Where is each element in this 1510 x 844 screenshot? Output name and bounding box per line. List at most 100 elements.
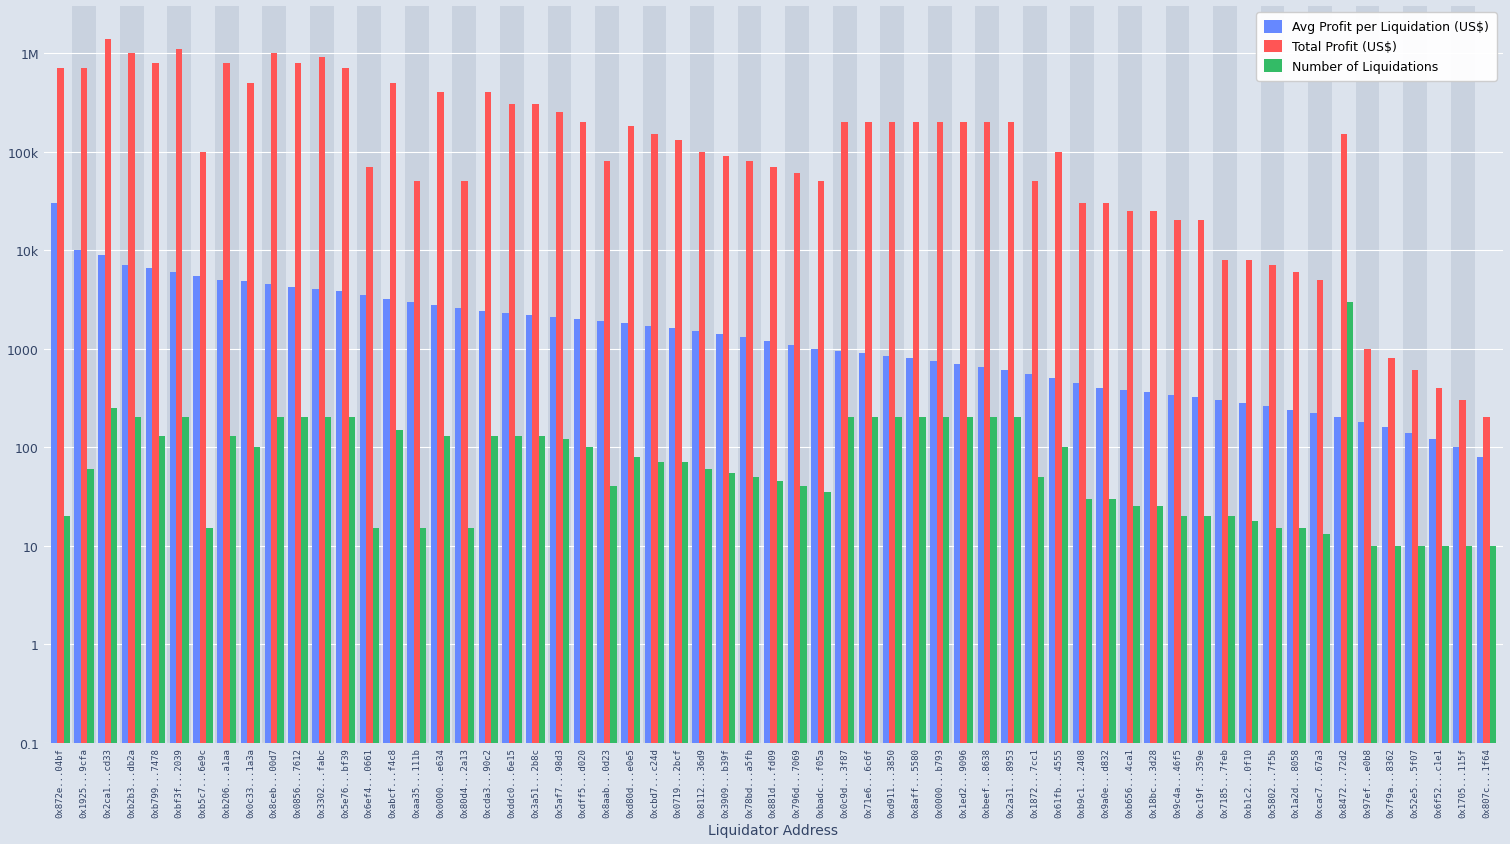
Bar: [643, 7, 666, 743]
Bar: [143, 7, 168, 743]
Bar: [716, 335, 723, 844]
Bar: [723, 157, 729, 844]
Bar: [359, 295, 365, 844]
Bar: [1007, 122, 1015, 844]
Bar: [1287, 410, 1293, 844]
Bar: [610, 487, 616, 844]
Bar: [1357, 423, 1365, 844]
Bar: [88, 469, 94, 844]
Bar: [880, 7, 904, 743]
Bar: [254, 447, 260, 844]
Bar: [834, 7, 856, 743]
Bar: [485, 93, 491, 844]
Bar: [533, 106, 539, 844]
Bar: [865, 122, 871, 844]
Bar: [556, 113, 563, 844]
Bar: [515, 436, 521, 844]
Bar: [119, 7, 143, 743]
Bar: [699, 152, 705, 844]
Bar: [1406, 433, 1412, 844]
Bar: [122, 266, 128, 844]
Bar: [313, 290, 319, 844]
Bar: [1436, 388, 1442, 844]
Bar: [889, 122, 895, 844]
Bar: [1001, 371, 1007, 844]
Bar: [217, 280, 223, 844]
Bar: [1062, 447, 1068, 844]
Bar: [841, 122, 849, 844]
Bar: [414, 182, 420, 844]
Bar: [1246, 260, 1252, 844]
Bar: [1341, 135, 1347, 844]
Bar: [334, 7, 358, 743]
Bar: [1240, 403, 1246, 844]
Bar: [991, 418, 997, 844]
Bar: [1157, 507, 1163, 844]
Bar: [524, 7, 548, 743]
Bar: [1055, 152, 1062, 844]
Bar: [1483, 418, 1490, 844]
Bar: [1335, 418, 1341, 844]
Bar: [1477, 457, 1483, 844]
Bar: [849, 418, 855, 844]
Bar: [1430, 440, 1436, 844]
Bar: [384, 300, 390, 844]
Bar: [912, 122, 920, 844]
Bar: [476, 7, 500, 743]
Bar: [1031, 182, 1037, 844]
Bar: [169, 273, 177, 844]
Bar: [1046, 7, 1071, 743]
Bar: [1110, 499, 1116, 844]
Bar: [729, 473, 735, 844]
Bar: [335, 292, 343, 844]
Bar: [906, 359, 912, 844]
Bar: [343, 69, 349, 844]
Bar: [1380, 7, 1403, 743]
Bar: [1015, 418, 1021, 844]
Bar: [580, 122, 586, 844]
Bar: [1475, 7, 1498, 743]
Bar: [1388, 359, 1395, 844]
Bar: [1166, 7, 1190, 743]
Bar: [325, 418, 331, 844]
Bar: [1412, 371, 1418, 844]
Bar: [794, 174, 800, 844]
Bar: [586, 447, 593, 844]
Bar: [835, 351, 841, 844]
Bar: [503, 314, 509, 844]
Bar: [1080, 203, 1086, 844]
Bar: [1356, 7, 1380, 743]
Bar: [319, 58, 325, 844]
Bar: [1276, 528, 1282, 844]
Bar: [264, 285, 270, 844]
Bar: [1451, 7, 1475, 743]
Bar: [1190, 7, 1213, 743]
Bar: [270, 54, 278, 844]
Bar: [776, 482, 784, 844]
Bar: [604, 162, 610, 844]
Bar: [1095, 7, 1117, 743]
Bar: [904, 7, 927, 743]
Bar: [550, 317, 556, 844]
Bar: [563, 440, 569, 844]
Bar: [651, 135, 658, 844]
Bar: [927, 7, 951, 743]
Bar: [358, 7, 381, 743]
Bar: [634, 457, 640, 844]
Bar: [1466, 546, 1472, 844]
Bar: [453, 7, 476, 743]
Bar: [98, 255, 104, 844]
Bar: [74, 251, 82, 844]
Bar: [920, 418, 926, 844]
Bar: [761, 7, 785, 743]
Bar: [525, 316, 533, 844]
Bar: [199, 152, 207, 844]
Bar: [159, 436, 165, 844]
Bar: [960, 122, 966, 844]
Bar: [954, 365, 960, 844]
Bar: [1142, 7, 1166, 743]
Bar: [1000, 7, 1022, 743]
Bar: [1205, 517, 1211, 844]
Bar: [72, 7, 97, 743]
Bar: [1323, 535, 1330, 844]
